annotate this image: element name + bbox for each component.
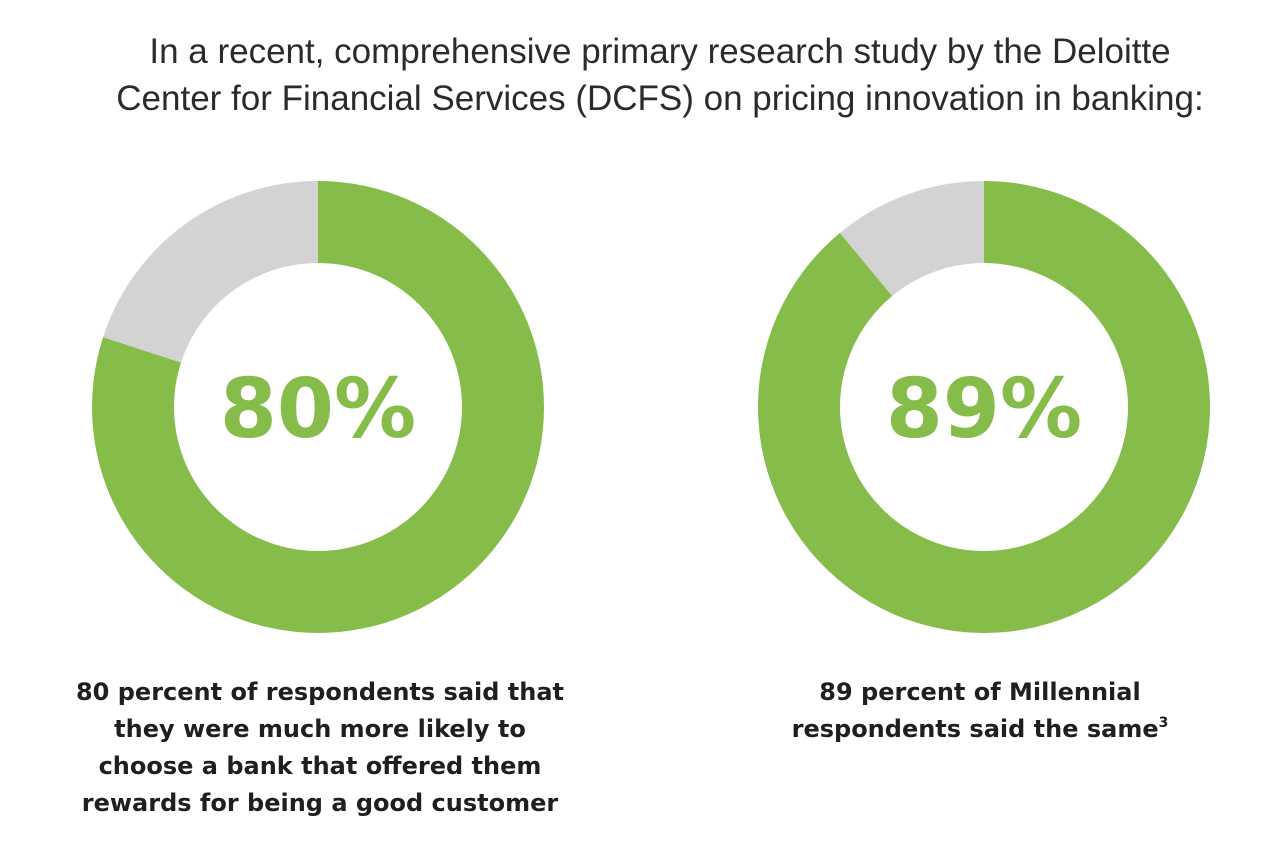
donut-chart-svg: 80% — [91, 181, 544, 633]
donut-center-label: 80% — [220, 362, 416, 457]
caption-line-text: respondents said the same — [791, 715, 1159, 743]
donut-slice-other — [103, 181, 319, 363]
donut-chart-millennials: 89% — [757, 180, 1211, 634]
donut-chart-respondents: 80% — [91, 180, 545, 634]
headline-line-1: In a recent, comprehensive primary resea… — [149, 32, 1171, 71]
caption-line: 80 percent of respondents said that — [75, 678, 565, 706]
caption-line: respondents said the same3 — [700, 711, 1260, 748]
caption-line: choose a bank that offered them — [98, 752, 542, 780]
caption-millennials: 89 percent of Millennial respondents sai… — [700, 674, 1260, 748]
caption-line: 89 percent of Millennial — [819, 678, 1141, 706]
footnote-marker: 3 — [1158, 715, 1169, 731]
caption-line: rewards for being a good customer — [81, 789, 559, 817]
donut-chart-svg: 89% — [758, 181, 1210, 633]
headline-line-2: Center for Financial Services (DCFS) on … — [116, 79, 1204, 118]
donut-slice-other — [839, 181, 984, 297]
donut-slice-much-more-likely — [758, 181, 1210, 633]
donut-slice-much-more-likely — [91, 181, 544, 633]
headline: In a recent, comprehensive primary resea… — [60, 28, 1260, 122]
donut-center-label: 89% — [886, 362, 1082, 457]
caption-line: they were much more likely to — [114, 715, 526, 743]
caption-respondents: 80 percent of respondents said that they… — [40, 674, 600, 822]
